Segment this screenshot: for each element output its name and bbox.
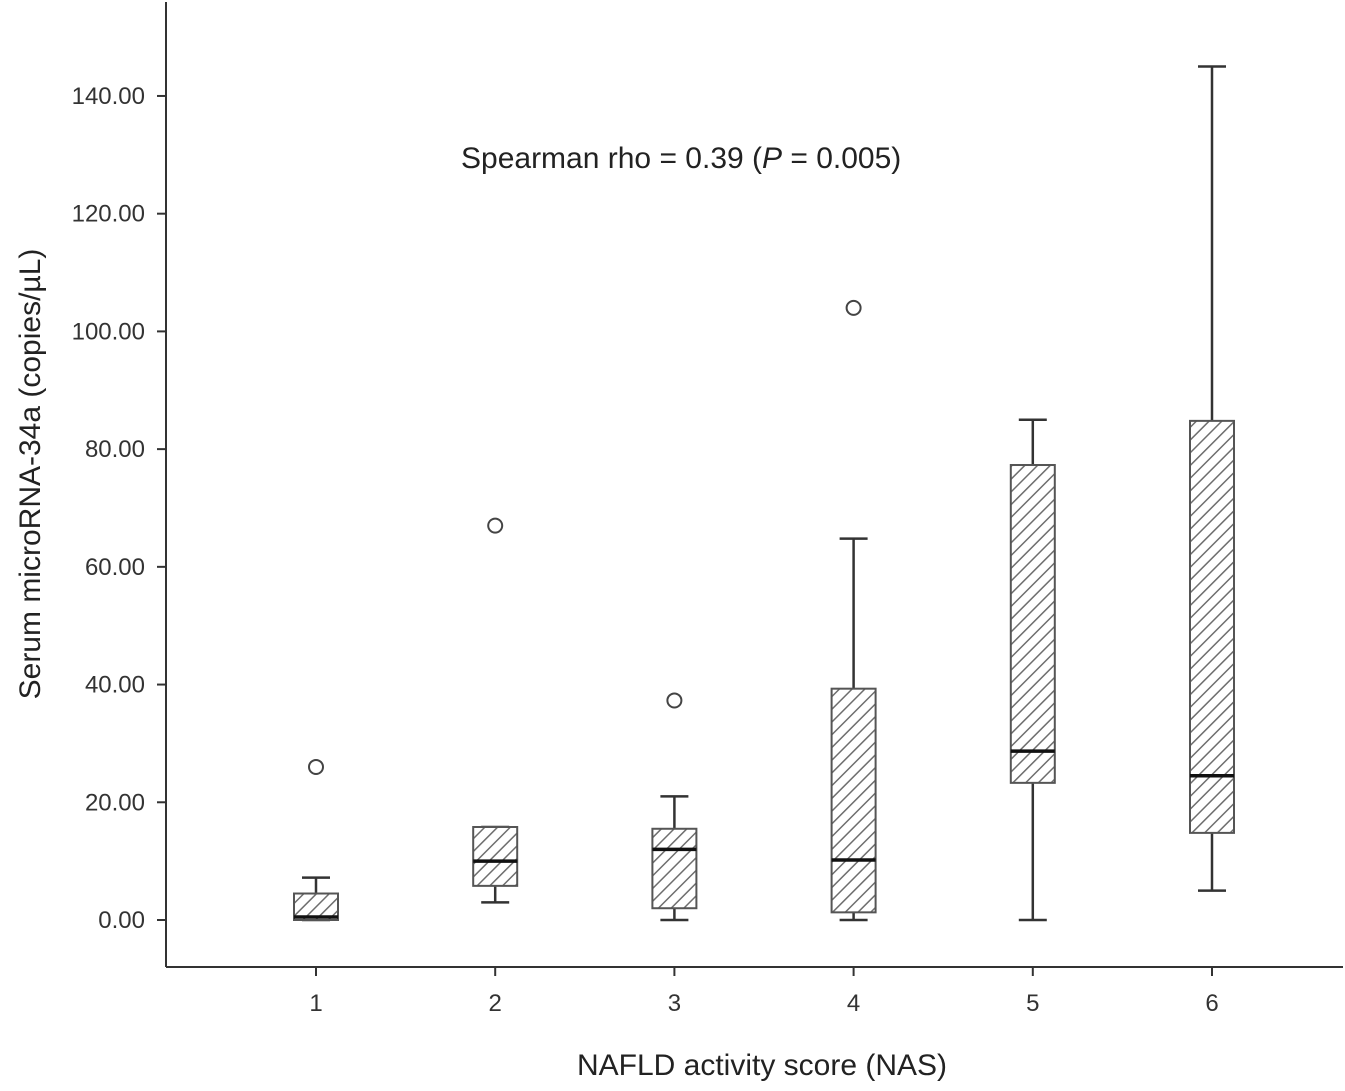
iqr-box [651,827,698,910]
box-category-2 [472,517,519,904]
spearman-annotation: Spearman rho = 0.39 (P = 0.005) [461,142,901,175]
y-tick-label: 100.00 [72,318,145,345]
iqr-box [1009,464,1056,784]
x-tick-label: 3 [668,990,681,1017]
box-category-3 [651,692,698,922]
outlier-point [308,758,324,775]
y-tick-label: 60.00 [85,554,145,581]
y-ticks: 0.00 20.00 40.00 60.00 80.00 100.00 120.00 140.… [72,83,166,934]
outlier-point [666,692,683,709]
annotation-prefix: Spearman rho = 0.39 ( [461,142,762,175]
x-tick-label: 5 [1026,990,1039,1017]
box-category-5 [1009,418,1056,922]
x-axis-title: NAFLD activity score (NAS) [577,1049,947,1082]
y-tick-label: 40.00 [85,672,145,699]
axes [165,2,1343,968]
annotation-suffix: = 0.005) [782,142,901,175]
x-tick-label: 6 [1205,990,1218,1017]
box-category-6 [1189,65,1235,892]
y-axis-title: Serum microRNA-34a (copies/µL) [14,249,47,700]
annotation-p-italic: P [762,142,782,175]
y-tick-label: 120.00 [72,201,145,228]
box-category-1 [293,758,339,922]
y-tick-label: 0.00 [98,907,145,934]
outlier-point [487,517,504,534]
iqr-box [830,687,877,914]
x-tick-label: 4 [847,990,860,1017]
x-ticks: 1 2 3 4 5 6 [309,967,1219,1017]
y-tick-label: 140.00 [72,83,145,110]
box-series [293,65,1235,922]
outlier-point [845,299,862,316]
iqr-box [1189,419,1235,834]
x-tick-label: 2 [489,990,502,1017]
y-tick-label: 20.00 [85,789,145,816]
box-category-4 [830,299,877,922]
x-tick-label: 1 [309,990,322,1017]
iqr-box [472,826,519,887]
y-tick-label: 80.00 [85,436,145,463]
